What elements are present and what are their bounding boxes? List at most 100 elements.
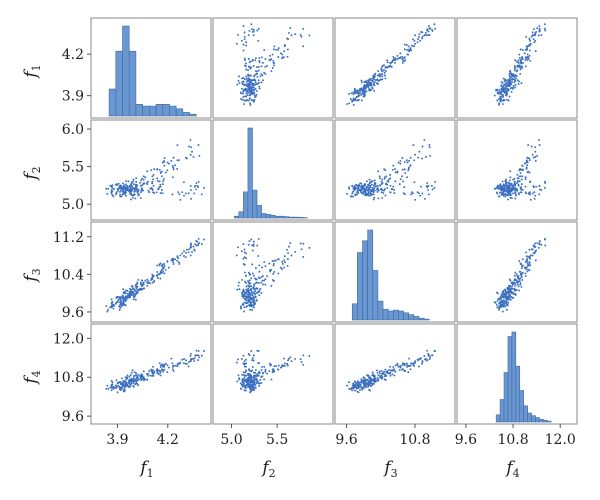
scatter-point: [520, 267, 523, 270]
y-axis-label: f3: [21, 268, 43, 283]
scatter-point: [495, 191, 498, 194]
scatter-point: [249, 102, 252, 105]
scatter-point: [248, 29, 251, 32]
scatter-point: [111, 301, 114, 304]
scatter-point: [390, 61, 393, 64]
scatter-point: [130, 293, 133, 295]
scatter-point: [510, 184, 513, 187]
scatter-point: [502, 305, 505, 308]
scatter-point: [534, 242, 537, 245]
scatter-point: [289, 356, 292, 359]
scatter-point: [373, 179, 376, 182]
scatter-point: [396, 54, 399, 57]
scatter-point: [376, 78, 379, 81]
scatter-point: [419, 194, 422, 197]
scatter-point: [252, 240, 255, 243]
scatter-point: [250, 66, 253, 69]
histogram-bar: [175, 108, 184, 117]
scatter-point: [283, 255, 286, 258]
scatter-point: [403, 193, 406, 196]
scatter-point: [135, 377, 138, 380]
scatter-point: [261, 74, 264, 77]
scatter-point: [283, 259, 285, 262]
scatter-point: [528, 256, 531, 259]
scatter-point: [509, 284, 512, 287]
scatter-point: [137, 373, 140, 376]
scatter-point: [286, 55, 289, 58]
scatter-point: [251, 86, 254, 89]
scatter-point: [503, 84, 506, 86]
scatter-point: [424, 358, 426, 361]
scatter-point: [294, 357, 297, 360]
scatter-point: [115, 385, 118, 388]
scatter-point: [383, 372, 385, 375]
scatter-point: [243, 293, 246, 295]
scatter-point: [161, 267, 164, 270]
scatter-point: [363, 94, 366, 97]
scatter-point: [172, 370, 175, 372]
scatter-point: [371, 371, 374, 374]
scatter-point: [421, 35, 424, 38]
scatter-point: [122, 184, 125, 187]
scatter-point: [392, 366, 395, 368]
scatter-point: [290, 34, 293, 37]
scatter-point: [352, 103, 355, 106]
scatter-point: [384, 194, 387, 197]
scatter-point: [275, 48, 277, 51]
scatter-point: [501, 99, 504, 102]
scatter-point: [185, 362, 188, 365]
histogram-bar: [270, 215, 276, 219]
scatter-point: [279, 266, 282, 269]
scatter-point: [512, 84, 515, 87]
scatter-point: [503, 186, 506, 189]
y-tick-label: 3.9: [62, 89, 84, 105]
scatter-point: [294, 250, 297, 253]
panel-r2-c2: [212, 119, 334, 221]
scatter-point: [244, 374, 246, 377]
scatter-point: [521, 265, 524, 268]
scatter-point: [513, 183, 516, 186]
scatter-point: [538, 240, 541, 243]
scatter-point: [346, 103, 349, 105]
scatter-point: [190, 197, 193, 200]
scatter-point: [251, 383, 254, 386]
scatter-point: [243, 248, 246, 251]
scatter-point: [507, 301, 510, 304]
scatter-point: [521, 189, 524, 191]
scatter-point: [161, 363, 164, 366]
scatter-point: [351, 184, 354, 187]
scatter-point: [132, 180, 135, 183]
scatter-point: [142, 281, 145, 284]
scatter-point: [373, 76, 376, 78]
scatter-point: [357, 99, 360, 101]
scatter-point: [394, 168, 397, 170]
scatter-point: [372, 193, 375, 196]
scatter-point: [243, 365, 246, 368]
scatter-point: [185, 251, 187, 254]
histogram-bar: [423, 318, 430, 321]
scatter-point: [424, 32, 427, 34]
scatter-point: [528, 43, 531, 46]
scatter-point: [509, 176, 512, 179]
scatter-point: [378, 372, 381, 375]
scatter-point: [158, 168, 161, 171]
panel-r2-c3: [334, 119, 456, 221]
scatter-point: [240, 98, 243, 100]
scatter-point: [252, 389, 255, 391]
scatter-point: [349, 195, 352, 198]
scatter-point: [392, 164, 395, 167]
scatter-point: [497, 98, 500, 100]
scatter-point: [367, 81, 370, 84]
scatter-point: [518, 57, 521, 59]
scatter-point: [264, 370, 267, 373]
scatter-point: [105, 187, 108, 190]
scatter-point: [506, 187, 509, 190]
scatter-point: [526, 270, 529, 273]
scatter-point: [353, 99, 356, 102]
scatter-point: [250, 90, 253, 93]
scatter-point: [299, 242, 302, 245]
scatter-point: [167, 162, 170, 165]
scatter-point: [348, 187, 351, 190]
scatter-point: [257, 237, 260, 240]
